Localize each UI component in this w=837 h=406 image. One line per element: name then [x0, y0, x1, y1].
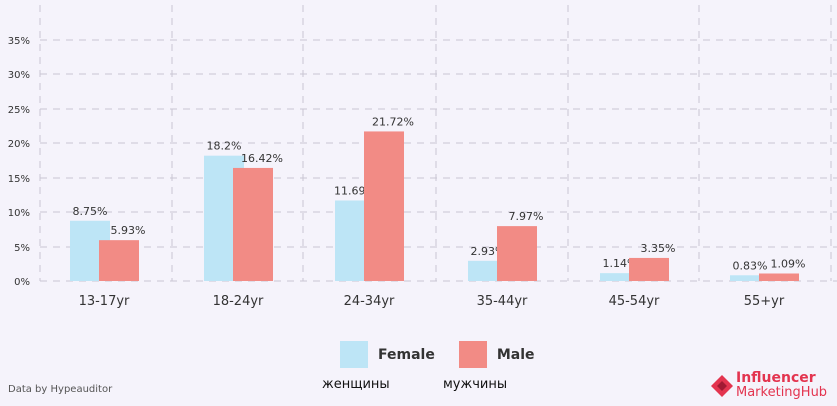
male-ru-annotation: мужчины — [443, 377, 508, 392]
bar-male — [759, 273, 799, 281]
data-label-male: 16.42% — [241, 152, 283, 165]
brand-logo: Influencer MarketingHub — [711, 368, 836, 404]
x-category-label: 55+yr — [744, 294, 785, 309]
legend-item-female[interactable]: Female — [340, 341, 435, 368]
data-label-female: 1.14% — [603, 257, 638, 270]
bar-male — [99, 240, 139, 281]
legend: Female Male — [340, 341, 559, 368]
bar-female — [600, 273, 640, 281]
x-category-label: 35-44yr — [477, 294, 528, 309]
y-tick-label: 15% — [8, 174, 30, 185]
y-tick-label: 35% — [8, 36, 30, 47]
x-category-label: 18-24yr — [213, 294, 264, 309]
y-tick-label: 30% — [8, 70, 30, 81]
data-label-female: 18.2% — [207, 140, 242, 153]
legend-swatch-female — [340, 341, 368, 368]
data-credit: Data by Hypeauditor — [8, 384, 113, 395]
brand-line2: MarketingHub — [736, 385, 828, 400]
bar-male — [364, 131, 404, 281]
bar-male — [497, 226, 537, 281]
x-category-label: 45-54yr — [609, 294, 660, 309]
data-label-female: 0.83% — [733, 259, 768, 272]
data-label-male: 1.09% — [771, 257, 806, 270]
legend-item-male[interactable]: Male — [458, 341, 535, 368]
y-tick-label: 20% — [8, 139, 30, 150]
legend-label-male: Male — [496, 346, 535, 363]
data-label-male: 3.35% — [641, 242, 676, 255]
bar-male — [233, 167, 273, 281]
data-label-male: 5.93% — [111, 224, 146, 237]
bar-chart: 0% 5% 10% 15% 20% 25% 30% 35% 8.75%5.93% 13-17yr 1… — [8, 5, 837, 309]
data-label-female: 8.75% — [73, 205, 108, 218]
data-label-male: 7.97% — [509, 210, 544, 223]
x-category-label: 13-17yr — [79, 294, 130, 309]
female-ru-annotation: женщины — [322, 377, 390, 392]
x-category-label: 24-34yr — [344, 294, 395, 309]
y-tick-label: 0% — [14, 277, 30, 288]
bar-female — [730, 275, 770, 281]
y-tick-label: 5% — [14, 243, 30, 254]
brand-line1: Influencer — [736, 370, 816, 386]
brand-mark-icon — [711, 375, 733, 397]
data-label-female: 2.93% — [471, 245, 506, 258]
y-tick-label: 25% — [8, 105, 30, 116]
y-tick-label: 10% — [8, 208, 30, 219]
legend-swatch-male — [458, 341, 487, 368]
legend-label-female: Female — [378, 346, 435, 363]
data-label-male: 21.72% — [372, 115, 414, 128]
bar-male — [629, 257, 669, 281]
